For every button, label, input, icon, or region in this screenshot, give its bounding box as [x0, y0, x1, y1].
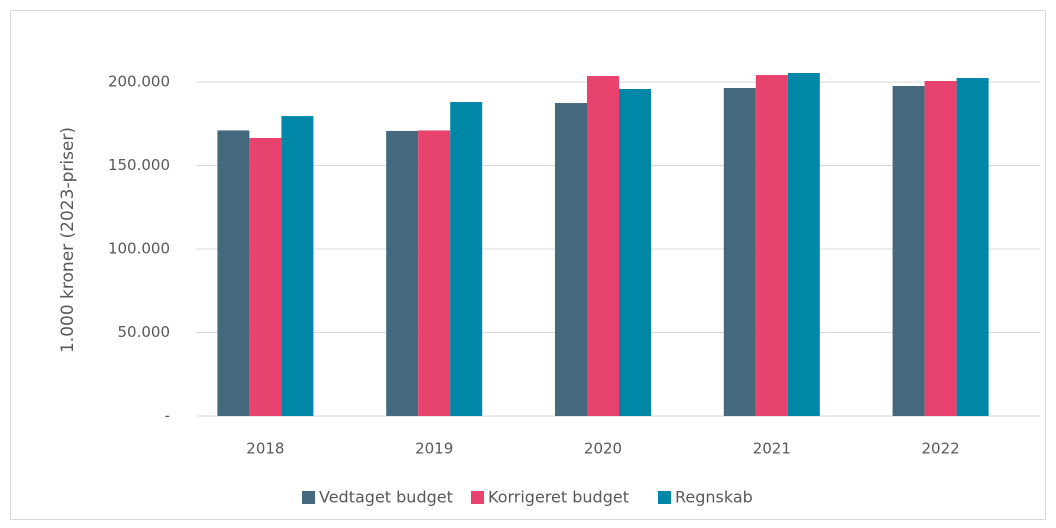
y-axis-label: 1.000 kroner (2023-priser) [58, 127, 78, 353]
bar [619, 89, 651, 416]
legend-label: Vedtaget budget [319, 488, 453, 507]
bar [281, 116, 314, 417]
legend-swatch [302, 491, 315, 504]
bar [924, 80, 957, 417]
y-tick-label: 50.000 [118, 323, 171, 341]
bar [386, 130, 419, 416]
x-tick-label: 2018 [246, 440, 284, 458]
x-tick-label: 2019 [415, 440, 453, 458]
x-tick-label: 2022 [922, 440, 960, 458]
bar [587, 75, 619, 416]
x-tick-label: 2020 [584, 440, 622, 458]
bar [892, 86, 925, 417]
legend-swatch [471, 491, 484, 504]
legend-label: Regnskab [675, 488, 753, 507]
bar [450, 102, 483, 416]
y-tick-label: 100.000 [108, 240, 170, 258]
bar [787, 72, 820, 417]
legend-swatch [658, 491, 671, 504]
legend-label: Korrigeret budget [488, 488, 629, 507]
bar [249, 137, 282, 416]
chart-border [10, 10, 1046, 520]
bar [723, 88, 756, 417]
y-tick-label: 150.000 [108, 156, 170, 174]
y-tick-label: - [165, 407, 170, 425]
bar [418, 130, 451, 416]
bar [217, 130, 250, 416]
bar [956, 77, 989, 416]
y-tick-label: 200.000 [108, 73, 170, 91]
bar [755, 74, 788, 417]
x-tick-label: 2021 [753, 440, 791, 458]
bar [555, 103, 587, 417]
